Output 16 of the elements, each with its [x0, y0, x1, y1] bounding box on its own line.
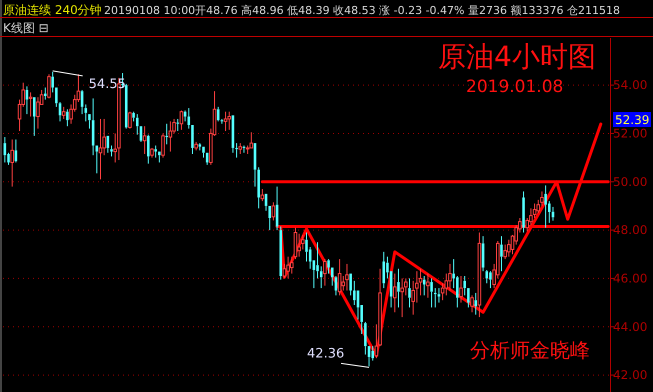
y-tick-label: 52.00 [613, 126, 648, 140]
text: 原油连续 240分钟 [3, 3, 102, 17]
chart-title: 原油4小时图 [438, 40, 596, 73]
text: K线图 ⊟ [3, 21, 49, 35]
y-tick-label: 50.00 [613, 174, 648, 189]
y-tick-label: 42.00 [613, 368, 648, 382]
y-tick-label: 44.00 [613, 320, 648, 334]
annotation: 42.36 [307, 346, 344, 362]
annotation: 分析师金晓峰 [470, 338, 590, 362]
text: 20190108 10:00开48.76 高48.96 低48.39 收48.53 涨 -0.23 -0.47% 量2736 额133376 仓211518 [104, 4, 620, 17]
y-tick-label: 46.00 [613, 271, 648, 286]
annotation: 42.36 [307, 346, 370, 368]
text: 2019.01.08 [466, 77, 564, 97]
y-tick-label: 48.00 [613, 223, 648, 238]
y-tick-label: 54.00 [613, 78, 648, 92]
annotation: 52.39 [613, 112, 651, 128]
